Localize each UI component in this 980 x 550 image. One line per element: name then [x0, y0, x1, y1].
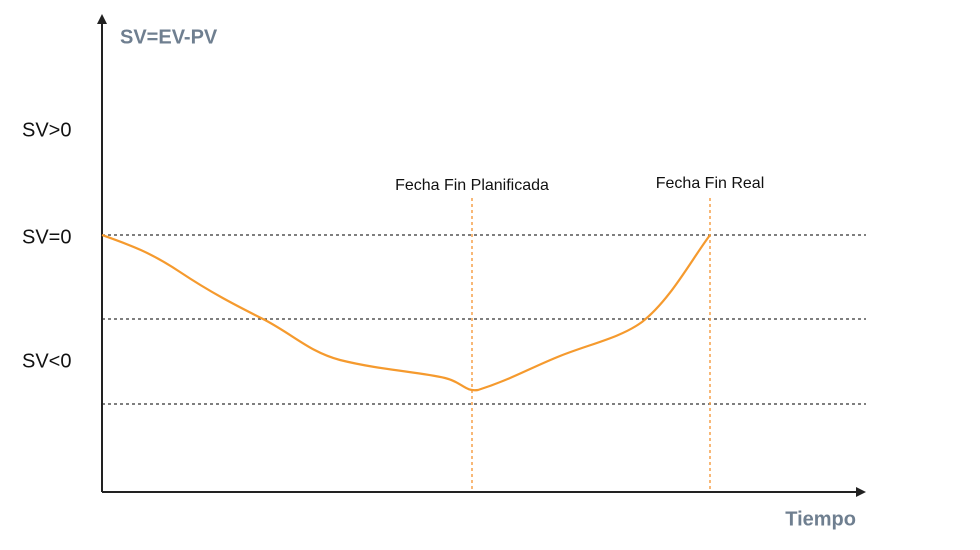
y-label: SV=0	[22, 226, 71, 248]
marker-label: Fecha Fin Real	[656, 175, 765, 192]
reference-lines	[102, 234, 866, 405]
y-label: SV>0	[22, 119, 71, 141]
title: SV=EV-PV	[120, 26, 218, 48]
marker-label: Fecha Fin Planificada	[395, 177, 549, 194]
marker-lines	[471, 198, 711, 492]
y-label: SV<0	[22, 350, 71, 372]
sv-curve	[101, 233, 711, 392]
x-axis-label: Tiempo	[785, 508, 856, 530]
